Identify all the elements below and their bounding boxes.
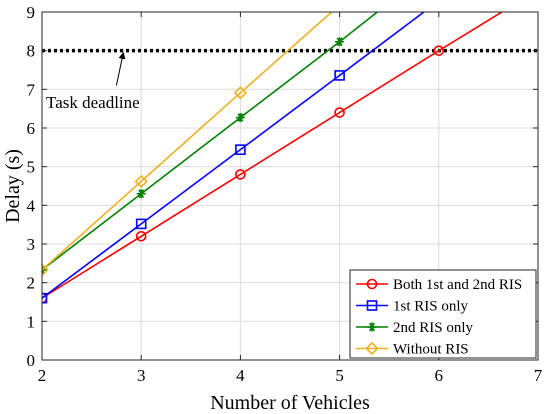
series-line bbox=[42, 12, 425, 299]
y-tick-labels: 0 1 2 3 4 5 6 7 8 9 bbox=[27, 3, 36, 370]
tick-marks bbox=[41, 11, 539, 361]
data-point bbox=[334, 107, 345, 118]
legend-entry: Both 1st and 2nd RIS bbox=[356, 277, 522, 293]
legend-entry: Without RIS bbox=[356, 342, 469, 358]
y-tick-label: 6 bbox=[27, 119, 36, 138]
data-point bbox=[42, 263, 49, 277]
data-point bbox=[433, 45, 445, 56]
data-point bbox=[135, 218, 147, 230]
data-point bbox=[42, 265, 47, 275]
x-tick-labels: 2 3 4 5 6 7 bbox=[38, 366, 543, 385]
x-tick-label: 3 bbox=[137, 366, 146, 385]
y-tick-label: 1 bbox=[27, 312, 36, 331]
data-point bbox=[235, 169, 246, 180]
annotation-arrow bbox=[115, 51, 126, 86]
series-square bbox=[42, 12, 425, 304]
legend-label: 2nd RIS only bbox=[393, 320, 474, 336]
annotation-text: Task deadline bbox=[46, 93, 140, 112]
data-point bbox=[135, 230, 147, 242]
plot-frame bbox=[41, 11, 539, 361]
task-deadline-annotation: Task deadline bbox=[46, 51, 140, 112]
series-line bbox=[42, 12, 504, 299]
y-tick-label: 5 bbox=[27, 158, 36, 177]
legend: Both 1st and 2nd RIS 1st RIS only 2nd RIS … bbox=[349, 269, 537, 359]
x-tick-label: 7 bbox=[534, 366, 543, 385]
data-point bbox=[334, 70, 345, 81]
y-tick-label: 9 bbox=[27, 3, 36, 22]
legend-label: 1st RIS only bbox=[393, 299, 469, 315]
data-point bbox=[136, 189, 146, 199]
legend-marker bbox=[365, 341, 379, 356]
series-line bbox=[42, 12, 333, 271]
y-tick-label: 4 bbox=[27, 196, 36, 215]
y-tick-label: 0 bbox=[27, 351, 36, 370]
data-point bbox=[235, 113, 245, 123]
legend-marker bbox=[366, 300, 378, 311]
asterisk-stroke bbox=[42, 268, 45, 275]
data-point bbox=[42, 292, 48, 304]
x-axis-label: Number of Vehicles bbox=[210, 392, 370, 414]
legend-label: Both 1st and 2nd RIS bbox=[393, 277, 522, 293]
y-tick-label: 7 bbox=[27, 80, 36, 99]
legend-label: Without RIS bbox=[393, 342, 469, 358]
x-tick-label: 6 bbox=[435, 366, 444, 385]
series-group bbox=[42, 12, 504, 304]
data-point bbox=[235, 144, 246, 155]
data-point bbox=[134, 174, 148, 188]
x-tick-label: 4 bbox=[236, 366, 245, 385]
legend-entry: 2nd RIS only bbox=[356, 320, 474, 336]
legend-marker bbox=[367, 322, 377, 332]
y-tick-label: 8 bbox=[27, 42, 36, 61]
asterisk-stroke bbox=[42, 265, 45, 272]
data-point bbox=[335, 37, 345, 47]
legend-marker bbox=[366, 278, 378, 290]
y-tick-label: 2 bbox=[27, 274, 36, 293]
series-diamond bbox=[42, 12, 333, 277]
series-asterisk bbox=[42, 12, 378, 275]
y-tick-label: 3 bbox=[27, 235, 36, 254]
legend-entry: 1st RIS only bbox=[356, 299, 469, 315]
x-tick-label: 2 bbox=[38, 366, 47, 385]
data-point bbox=[233, 86, 248, 100]
x-tick-label: 5 bbox=[335, 366, 344, 385]
y-axis-label: Delay (s) bbox=[2, 149, 24, 223]
